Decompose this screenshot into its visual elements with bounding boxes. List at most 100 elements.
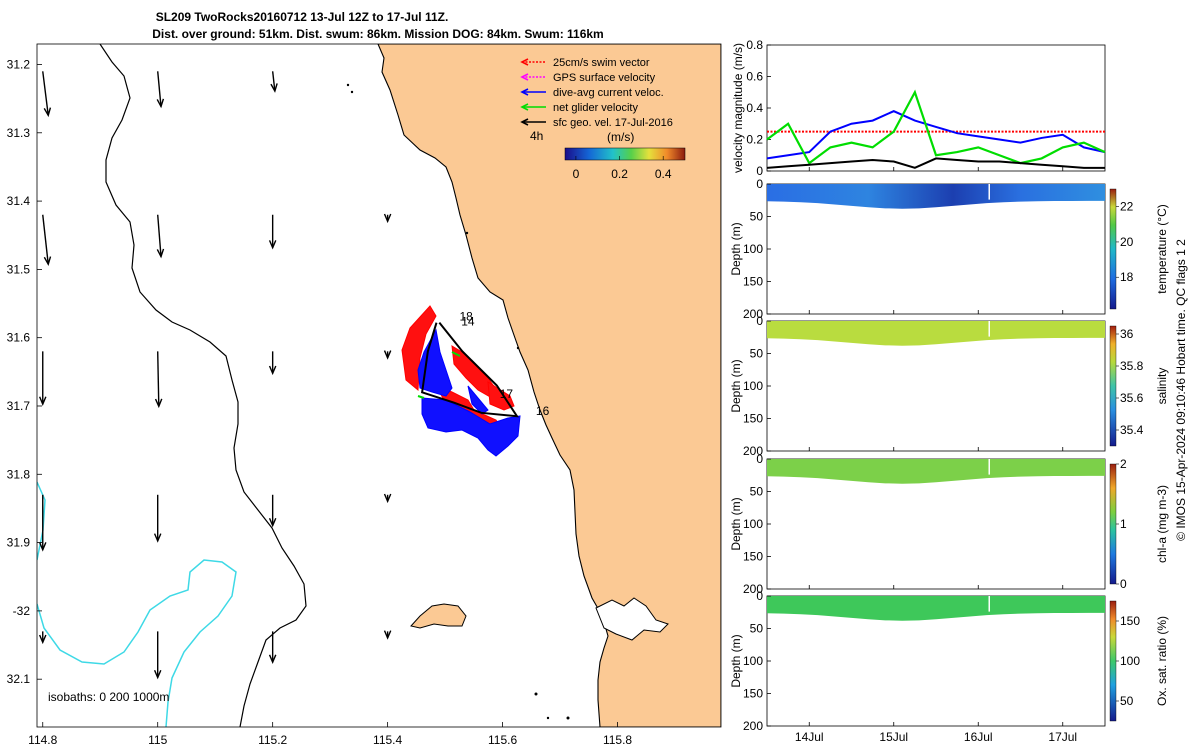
isobath-200m	[99, 44, 307, 727]
section-panel: 0 50 100 150 200 Depth (m) 0 1 2 chl-a (mg m-3)	[729, 452, 1169, 596]
section-y-tick-label: 150	[743, 687, 763, 701]
section-y-tick-label: 100	[743, 517, 763, 531]
geo-vector-shaft	[42, 71, 49, 116]
geo-vector	[383, 630, 392, 640]
map-y-tick-label: 31.9	[7, 536, 31, 550]
colorbar-tick-label: 35.8	[1120, 359, 1144, 373]
geo-vector	[383, 350, 392, 360]
colorbar-tick-label: 20	[1120, 235, 1134, 249]
geo-vector-head	[38, 542, 47, 552]
section-y-tick-label: 50	[750, 210, 764, 224]
map-legend: 25cm/s swim vector GPS surface velocity di…	[520, 57, 673, 129]
geo-vector-shaft	[271, 71, 276, 92]
isobaths-label: isobaths: 0 200 1000m	[48, 690, 169, 704]
isobath-1000m-b	[37, 559, 237, 727]
section-y-tick-label: 150	[743, 412, 763, 426]
geo-vector	[268, 351, 277, 376]
legend-label: sfc geo. vel. 17-Jul-2016	[553, 117, 673, 129]
time-tick-label: 14Jul	[795, 730, 824, 744]
colorbar-tick-label: 35.6	[1120, 391, 1144, 405]
velocity-series	[766, 89, 1106, 169]
velocity-y-tick-label: 0.8	[746, 38, 763, 52]
section-y-tick-label: 100	[743, 242, 763, 256]
geo-vector	[38, 631, 47, 645]
geo-vector-head	[153, 533, 162, 543]
section-colorbar-label: salinity	[1155, 368, 1169, 405]
map-colorbar-ticks: 0 0.2 0.4	[573, 156, 672, 181]
velocity-series-line	[766, 157, 1105, 169]
section-ylabel: Depth (m)	[729, 497, 743, 550]
colorbar-tick-label: 100	[1120, 654, 1140, 668]
legend-arrowhead	[520, 103, 529, 111]
geo-vector-shaft	[42, 214, 49, 265]
section-y-tick-label: 0	[756, 452, 763, 466]
legend-item: net glider velocity	[520, 102, 638, 114]
geo-vector-head	[268, 654, 277, 664]
geo-vector-head	[268, 517, 277, 528]
map-colorbar	[564, 147, 686, 161]
map-y-tick-label: 31.5	[7, 262, 31, 276]
section-panel: 0 50 100 150 200 Depth (m) 18 20 22 temperature (…	[729, 177, 1169, 321]
time-tick-label: 15Jul	[879, 730, 908, 744]
island	[410, 603, 467, 629]
section-y-tick-label: 150	[743, 275, 763, 289]
legend-label: net glider velocity	[553, 102, 638, 114]
map-x-tick-label: 115.6	[488, 733, 517, 747]
section-panel: 0 50 100 150 200 Depth (m) 35.4 35.6 35.8 36 salin…	[729, 314, 1169, 458]
velocity-panel: 0 0.2 0.4 0.6 0.8 velocity magnitude (m/s)	[731, 38, 1106, 178]
section-y-tick-label: 150	[743, 550, 763, 564]
map-y-tick-label: 31.8	[7, 467, 31, 481]
colorbar-tick-label: 2	[1120, 457, 1127, 471]
velocity-y-tick-label: 0	[756, 164, 763, 178]
colorbar-tick-label: 0	[573, 167, 580, 181]
section-data-band	[767, 596, 1105, 621]
section-data-band	[767, 184, 1105, 209]
geo-vector-head	[38, 634, 47, 645]
legend-item: GPS surface velocity	[520, 72, 656, 84]
geo-vector-head	[268, 365, 277, 376]
section-ylabel: Depth (m)	[729, 359, 743, 412]
current-vectors	[417, 328, 521, 457]
velocity-y-tick-label: 0.6	[746, 70, 763, 84]
geo-vector	[270, 71, 278, 93]
geo-vector-head	[154, 398, 163, 409]
section-y-tick-label: 0	[756, 314, 763, 328]
velocity-y-tick-label: 0.2	[746, 133, 763, 147]
time-tick-label: 16Jul	[964, 730, 993, 744]
colorbar-tick-label: 22	[1120, 200, 1134, 214]
map-x-tick-label: 115.2	[258, 733, 287, 747]
track-day-label: 14	[461, 314, 475, 328]
geo-velocity-vectors	[38, 71, 392, 680]
colorbar-tick-label: 36	[1120, 327, 1134, 341]
map-x-tick-label: 115.8	[603, 733, 632, 747]
legend-label: dive-avg current veloc.	[553, 87, 664, 99]
geo-vector-head	[156, 248, 165, 259]
section-colorbar	[1109, 188, 1117, 310]
map-y-tick-label: 31.6	[7, 331, 31, 345]
section-y-tick-label: 0	[756, 177, 763, 191]
glider-track	[421, 322, 519, 418]
map-frame	[36, 43, 722, 728]
section-y-tick-label: 200	[743, 307, 763, 321]
map-y-tick-label: 31.7	[7, 399, 31, 413]
legend-item: dive-avg current veloc.	[520, 87, 664, 99]
section-colorbar-label: Ox. sat. ratio (%)	[1155, 616, 1169, 706]
section-ylabel: Depth (m)	[729, 634, 743, 687]
geo-vector	[153, 631, 162, 680]
section-y-tick-label: 50	[750, 347, 764, 361]
map-x-tick-label: 115.4	[373, 733, 402, 747]
legend-arrowhead	[520, 88, 529, 96]
velocity-y-tick-label: 0.4	[746, 101, 763, 115]
section-colorbar-label: temperature (°C)	[1155, 204, 1169, 294]
legend-arrowhead	[520, 58, 529, 66]
map-x-ticks: 114.8 115 115.2 115.4 115.6 115.8	[28, 722, 632, 747]
section-colorbar	[1109, 600, 1117, 722]
geo-vector-head	[153, 669, 162, 680]
geo-vector-shaft	[157, 214, 162, 257]
colorbar-tick-label: 18	[1120, 270, 1134, 284]
section-y-tick-label: 100	[743, 379, 763, 393]
geo-vector	[383, 493, 392, 504]
